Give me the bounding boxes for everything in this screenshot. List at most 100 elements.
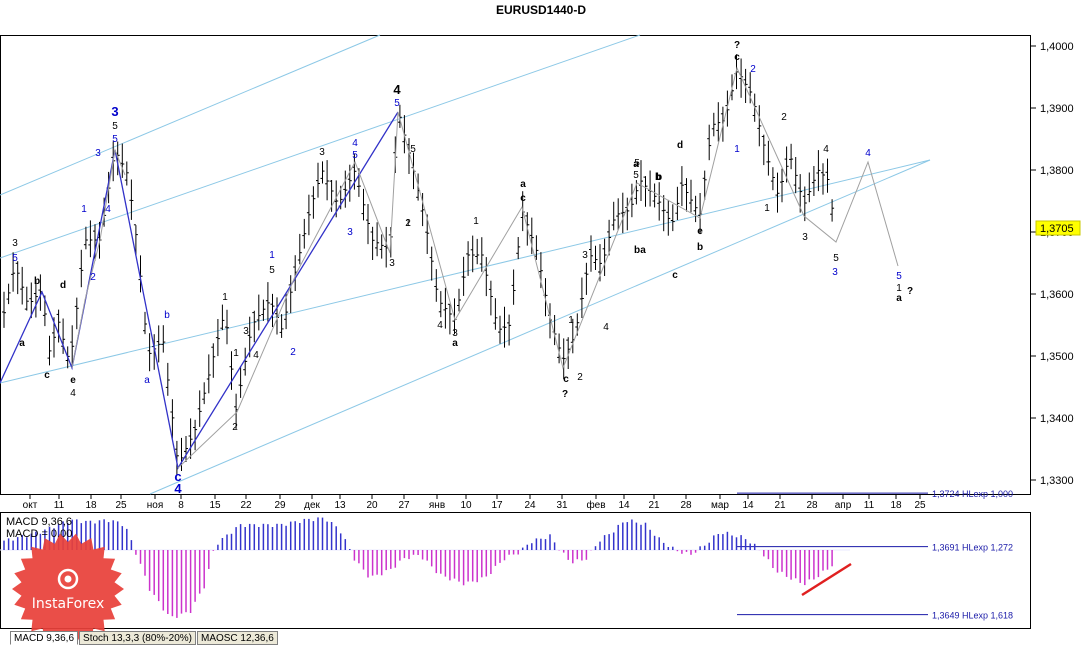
wave-label: 1 (473, 216, 479, 227)
wave-label: 5 (833, 253, 839, 264)
price-tick-label: 1,3400 (1040, 413, 1074, 425)
time-tick-label: 31 (556, 500, 568, 511)
wave-label: c (734, 52, 740, 63)
wave-label: 2 (232, 422, 238, 433)
current-price-marker: 1,3705 (1035, 220, 1081, 236)
time-tick-label: дек (304, 500, 320, 511)
channel-line (0, 159, 931, 384)
logo-text: InstaForex (31, 596, 105, 612)
wave-label: 5 (112, 134, 118, 145)
wave-label: b (655, 172, 661, 183)
price-axis: 1,40001,39001,38001,37001,36001,35001,34… (1031, 41, 1074, 487)
wave-label: 3 (452, 328, 458, 339)
wave-label: 5 (394, 98, 400, 109)
wave-label: 1 (405, 218, 411, 229)
time-tick-label: 10 (460, 500, 472, 511)
wave-label: b (164, 310, 170, 321)
current-price-label: 1,3705 (1040, 223, 1074, 235)
time-axis: окт 11 18 25 ноя 8 15 22 29 дек 13 20 27 янв 10 17 24 31 ф… (23, 494, 926, 511)
wave-label: 3 (111, 104, 118, 119)
wave-label: 5 (269, 265, 275, 276)
time-tick-label: 18 (85, 500, 97, 511)
wave-label: d (60, 280, 66, 291)
wave-label: 3 (243, 326, 249, 337)
wave-label: c (672, 270, 678, 281)
hlexp-level-label: 1,3691 HLexp 1,272 (932, 543, 1013, 553)
time-tick-label: фев (586, 499, 605, 511)
wave-label: 4 (865, 148, 871, 159)
wave-label: 2 (750, 64, 756, 75)
channel-line (149, 159, 931, 495)
wave-label: a (144, 375, 150, 386)
wave-label: 2 (781, 112, 787, 123)
wave-label: 3 (12, 238, 18, 249)
price-tick-label: 1,3300 (1040, 475, 1074, 487)
instaforex-badge (12, 533, 124, 645)
wave-label: 4 (105, 204, 111, 215)
trend-channels (0, 34, 931, 495)
tab-stoch[interactable]: Stoch 13,3,3 (80%-20%) (79, 631, 196, 645)
wave-label: 1 (896, 283, 902, 294)
wave-label: 5 (634, 158, 640, 169)
tab-maosc[interactable]: MAOSC 12,36,6 (196, 631, 278, 645)
wave-label: 5 (633, 170, 639, 181)
macd-histogram (0, 517, 850, 618)
wave-label: 3 (319, 147, 325, 158)
wave-label: c (174, 469, 181, 484)
time-tick-label: 13 (334, 500, 346, 511)
main-plot-frame (0, 35, 1031, 495)
wave-label: 5 (410, 144, 416, 155)
indicator-value: MACD = 0.00 (6, 528, 72, 540)
logo-emblem (57, 568, 79, 590)
time-tick-label: 21 (648, 500, 660, 511)
logo-emblem-core (64, 575, 72, 583)
wave-label: b (656, 172, 662, 183)
wave-label: 4 (70, 388, 76, 399)
wave-label: a (520, 179, 526, 190)
time-tick-label: 11 (864, 500, 875, 511)
hlexp-level-label: 1,3724 HLexp 1,000 (932, 489, 1013, 499)
wave-label: 5 (352, 150, 358, 161)
wave-label: ? (907, 286, 913, 297)
wave-label: 3 (582, 250, 588, 261)
wave-label: 4 (603, 322, 609, 333)
wave-zigzag-gray (71, 148, 126, 369)
wave-zigzag-gray (177, 66, 899, 469)
time-tick-label: 18 (890, 500, 902, 511)
time-tick-label: 17 (491, 500, 503, 511)
wave-label: ? (734, 40, 740, 51)
wave-label: 1 (233, 348, 239, 359)
channel-line (0, 34, 641, 259)
time-tick-label: 20 (366, 500, 378, 511)
wave-label: ? (562, 389, 568, 400)
wave-label: b (634, 245, 640, 256)
instaforex-logo: InstaForex (6, 533, 130, 649)
price-tick-label: 1,3900 (1040, 103, 1074, 115)
time-tick-label: 27 (398, 500, 410, 511)
current-price-box (1035, 220, 1081, 236)
wave-label: a (896, 293, 902, 304)
wave-label: b (34, 276, 40, 287)
indicator-title: MACD 9,36,6 (6, 516, 72, 528)
time-tick-label: 29 (274, 500, 286, 511)
time-tick-label: 28 (806, 500, 818, 511)
wave-label: 3 (95, 148, 101, 159)
time-tick-label: 21 (774, 500, 786, 511)
price-tick-label: 1,3600 (1040, 289, 1074, 301)
time-tick-label: 15 (209, 500, 221, 511)
wave-label: c (563, 374, 569, 385)
wave-label: 4 (174, 481, 182, 496)
wave-label: 1 (568, 315, 574, 326)
wave-label: 1 (81, 204, 87, 215)
wave-label: c (44, 370, 50, 381)
time-tick-label: апр (835, 500, 852, 511)
time-tick-label: 11 (54, 500, 65, 511)
wave-label: 2 (577, 372, 583, 383)
tab-macd[interactable]: MACD 9,36,6 (10, 631, 79, 645)
hlexp-levels: 1,3724 HLexp 1,000 1,3691 HLexp 1,272 1,36… (737, 489, 1013, 621)
wave-label: 4 (393, 82, 401, 97)
wave-zigzag-blue (0, 111, 399, 470)
time-tick-label: мар (711, 500, 729, 511)
